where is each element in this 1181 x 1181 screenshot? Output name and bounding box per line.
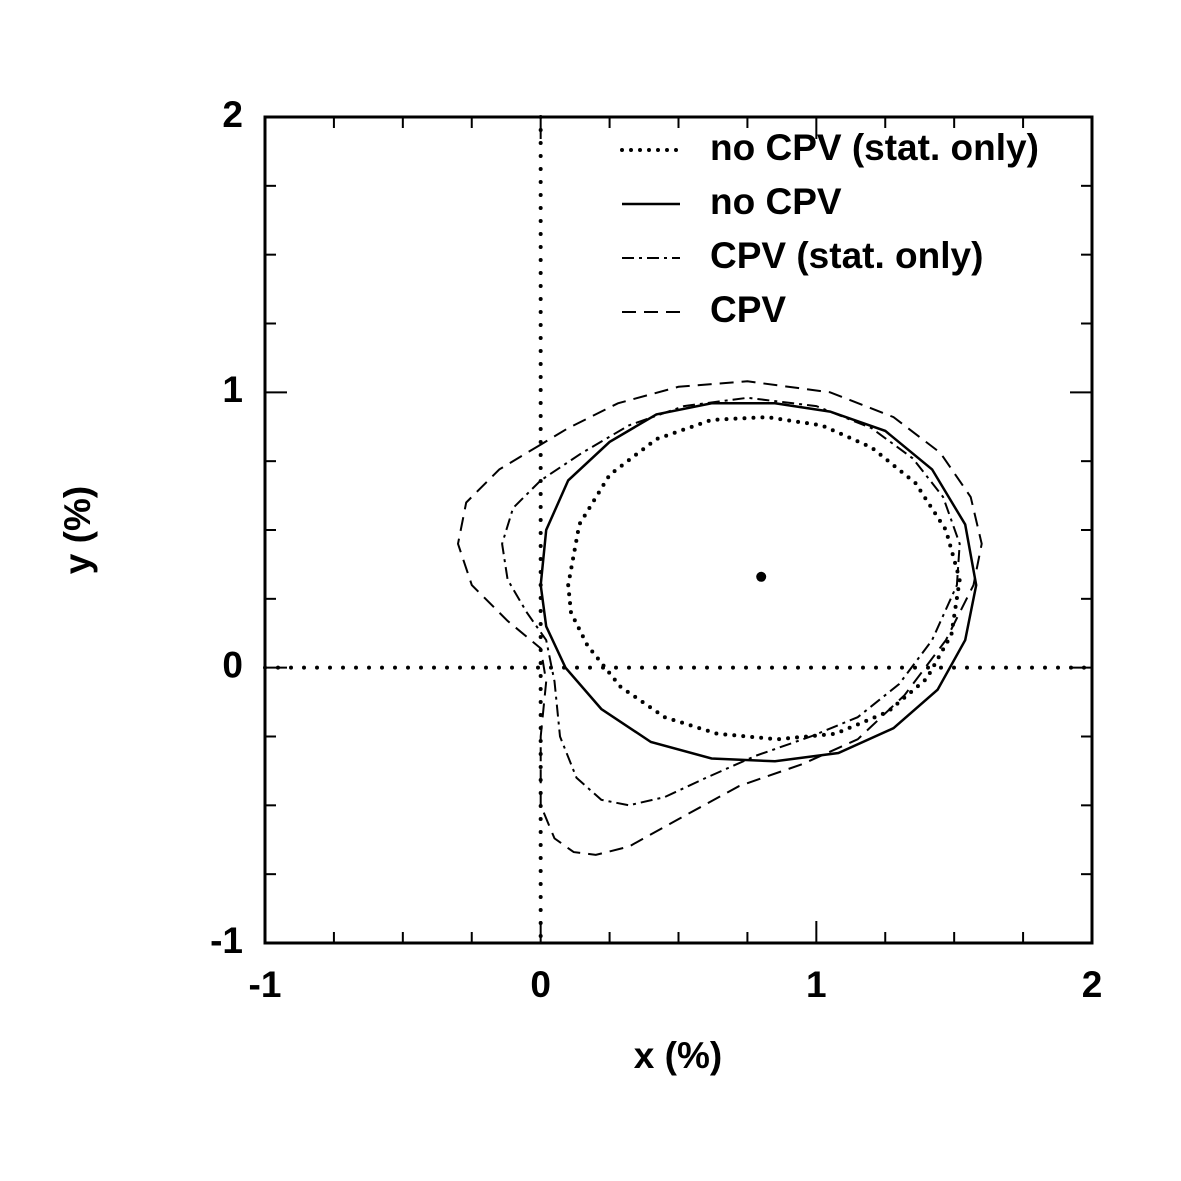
y-tick-label: 0 xyxy=(222,644,243,685)
y-axis-label: y (%) xyxy=(57,486,98,574)
contour-line xyxy=(456,380,983,856)
contour-line xyxy=(566,415,962,742)
x-axis-label: x (%) xyxy=(634,1035,722,1076)
best-fit-point xyxy=(756,571,767,582)
legend-label: no CPV (stat. only) xyxy=(710,127,1039,168)
contour-line xyxy=(501,396,961,807)
x-tick-label: -1 xyxy=(249,964,282,1005)
legend-label: CPV (stat. only) xyxy=(710,235,983,276)
contour-line xyxy=(539,402,978,763)
x-tick-label: 0 xyxy=(530,964,551,1005)
legend-label: CPV xyxy=(710,289,786,330)
y-tick-label: 2 xyxy=(222,94,243,135)
legend-label: no CPV xyxy=(710,181,842,222)
y-tick-label: 1 xyxy=(222,369,243,410)
x-tick-label: 1 xyxy=(806,964,827,1005)
y-tick-label: -1 xyxy=(210,920,243,961)
x-tick-label: 2 xyxy=(1082,964,1103,1005)
